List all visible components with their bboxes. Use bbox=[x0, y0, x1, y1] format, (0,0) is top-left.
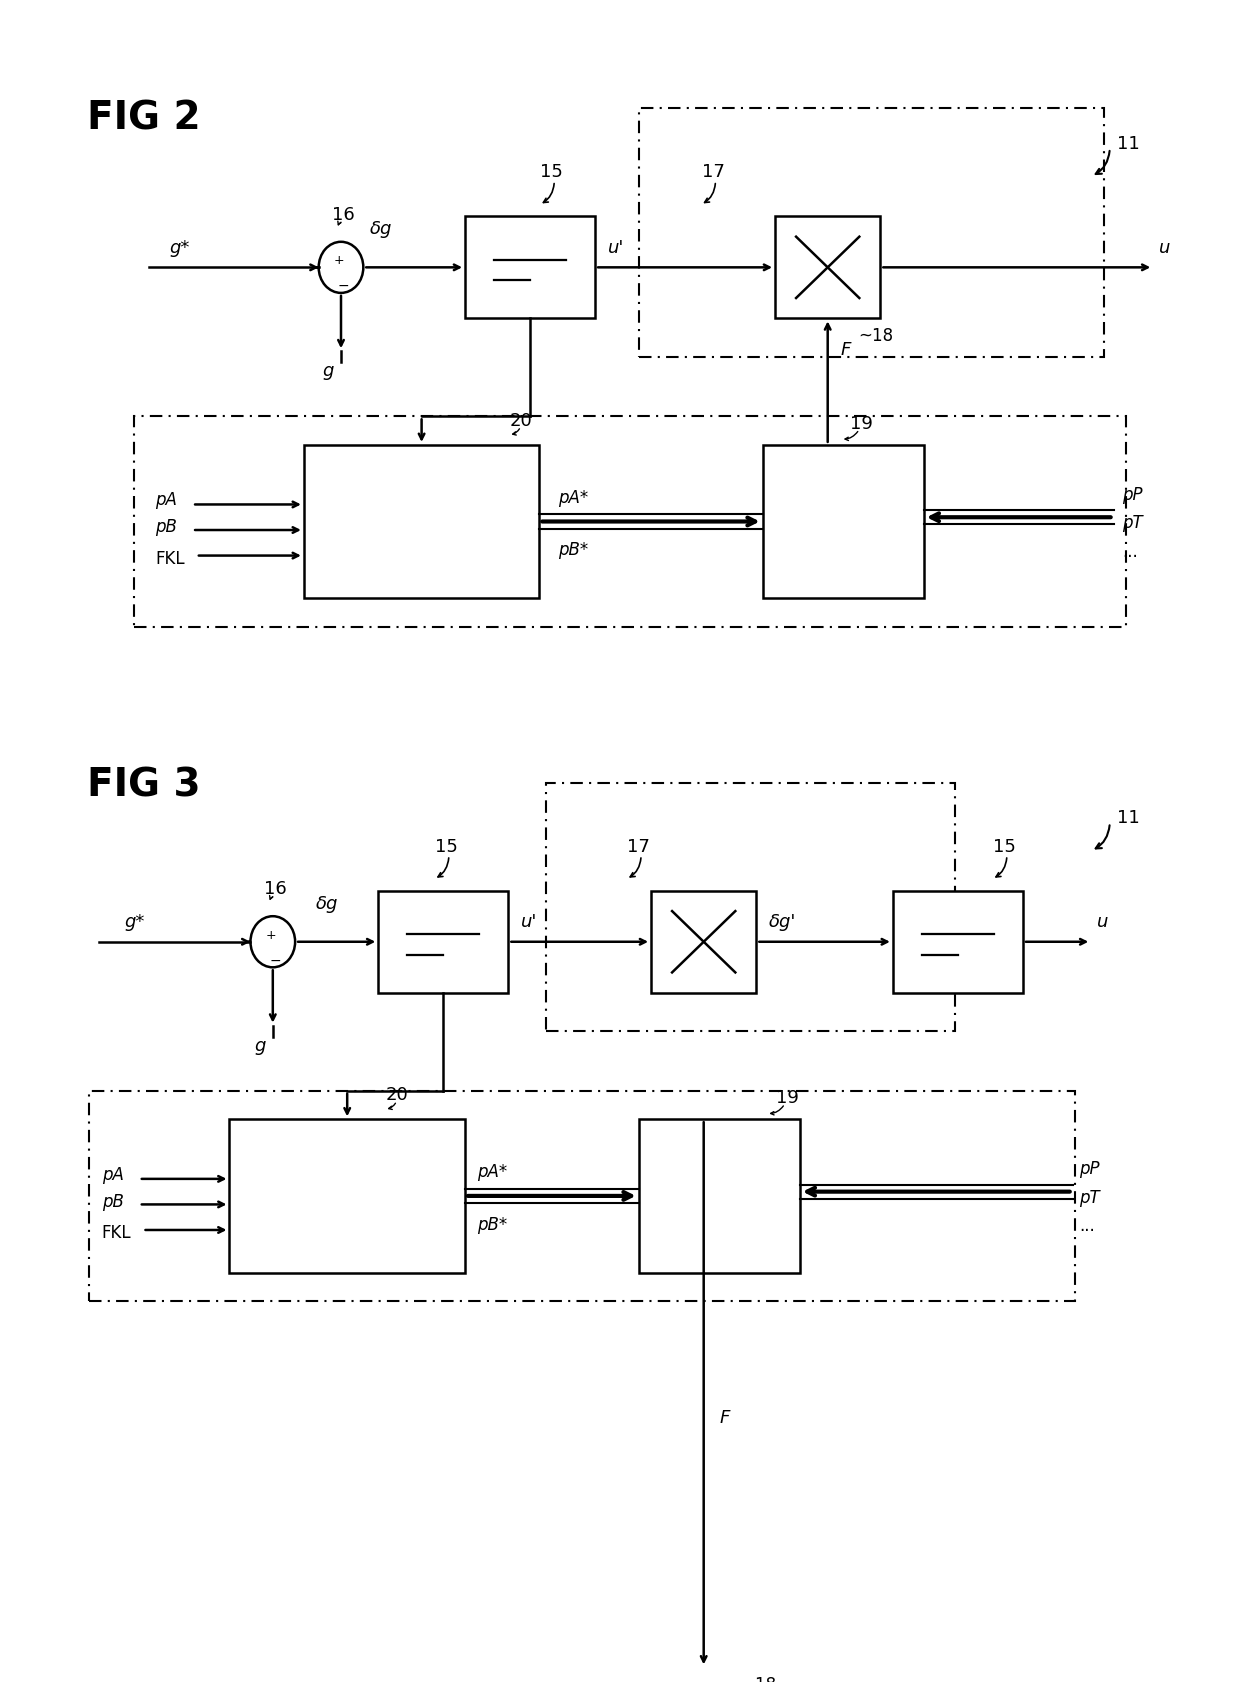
Text: 19: 19 bbox=[851, 414, 873, 432]
Text: ...: ... bbox=[1079, 1216, 1095, 1235]
Text: 17: 17 bbox=[702, 163, 724, 182]
Text: δg: δg bbox=[370, 220, 392, 239]
Text: δg': δg' bbox=[769, 913, 796, 930]
Text: +: + bbox=[334, 254, 343, 267]
Text: 15: 15 bbox=[541, 163, 563, 182]
Text: pB: pB bbox=[102, 1193, 124, 1209]
Text: pB*: pB* bbox=[477, 1214, 507, 1233]
FancyBboxPatch shape bbox=[651, 891, 756, 994]
Text: 11: 11 bbox=[1117, 809, 1140, 828]
Text: 15: 15 bbox=[993, 838, 1016, 856]
FancyBboxPatch shape bbox=[304, 446, 539, 599]
Text: pA*: pA* bbox=[558, 488, 588, 506]
Text: +: + bbox=[265, 928, 275, 940]
Text: 17: 17 bbox=[627, 838, 650, 856]
Text: FIG 2: FIG 2 bbox=[87, 99, 201, 138]
Text: 15: 15 bbox=[435, 838, 458, 856]
Text: pA: pA bbox=[155, 491, 177, 510]
Text: g: g bbox=[322, 362, 335, 380]
Text: 11: 11 bbox=[1117, 135, 1140, 153]
FancyBboxPatch shape bbox=[763, 446, 924, 599]
Text: pP: pP bbox=[1122, 486, 1143, 503]
FancyBboxPatch shape bbox=[639, 1120, 800, 1273]
Text: g*: g* bbox=[124, 913, 144, 930]
Text: 16: 16 bbox=[332, 205, 355, 224]
Text: g*: g* bbox=[170, 239, 190, 257]
FancyBboxPatch shape bbox=[229, 1120, 465, 1273]
Text: pT: pT bbox=[1079, 1187, 1100, 1206]
Text: ~18: ~18 bbox=[858, 326, 894, 345]
FancyBboxPatch shape bbox=[465, 217, 595, 320]
Text: 20: 20 bbox=[510, 412, 532, 429]
Text: pT: pT bbox=[1122, 515, 1143, 532]
Text: u: u bbox=[1159, 239, 1171, 257]
Text: u: u bbox=[1097, 913, 1109, 930]
Text: F: F bbox=[841, 341, 851, 358]
Text: pA: pA bbox=[102, 1166, 124, 1182]
Text: FIG 3: FIG 3 bbox=[87, 767, 201, 804]
Text: pP: pP bbox=[1079, 1159, 1100, 1177]
Text: −: − bbox=[337, 279, 348, 293]
Text: 19: 19 bbox=[776, 1088, 799, 1107]
Text: ...: ... bbox=[1122, 542, 1138, 560]
Text: F: F bbox=[719, 1408, 730, 1426]
Text: pA*: pA* bbox=[477, 1162, 507, 1181]
Text: u': u' bbox=[608, 239, 624, 257]
Text: ~18: ~18 bbox=[742, 1675, 776, 1682]
Text: FKL: FKL bbox=[102, 1223, 131, 1241]
Text: −: − bbox=[269, 954, 280, 967]
Text: pB*: pB* bbox=[558, 542, 588, 558]
Text: pB: pB bbox=[155, 518, 177, 537]
FancyBboxPatch shape bbox=[893, 891, 1023, 994]
Text: δg: δg bbox=[316, 895, 339, 912]
FancyBboxPatch shape bbox=[378, 891, 508, 994]
Text: FKL: FKL bbox=[155, 550, 185, 567]
Text: 16: 16 bbox=[264, 880, 286, 898]
FancyBboxPatch shape bbox=[775, 217, 880, 320]
Text: u': u' bbox=[521, 913, 537, 930]
Text: g: g bbox=[254, 1036, 267, 1055]
Text: 20: 20 bbox=[386, 1085, 408, 1103]
